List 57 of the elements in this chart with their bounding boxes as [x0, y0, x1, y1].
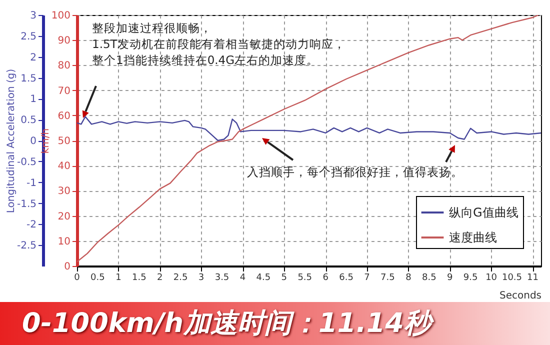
y-tick-label: -0.5: [16, 156, 36, 168]
annotation: 入挡顺手，每个挡都很好挂，值得表扬。: [247, 165, 463, 179]
y2-axis-title: km/h: [40, 128, 52, 154]
y2-tick-label: 90: [58, 36, 70, 47]
x-tick-label: 9.5: [463, 273, 478, 283]
x-tick-label: 1: [116, 273, 122, 283]
x-tick-label: 7.5: [380, 273, 395, 283]
x-tick-label: 6: [322, 273, 329, 283]
y2-tick-label: 80: [58, 60, 70, 72]
y-tick-label: 1: [30, 94, 36, 106]
y-tick-label: -2: [26, 220, 36, 231]
y2-tick-label: 0: [64, 262, 70, 272]
x-tick-label: 10.5: [502, 273, 522, 283]
x-tick-label: 2: [156, 273, 163, 283]
annotation: 整个1挡能持续维持在0.4G左右的加速度。: [92, 53, 319, 67]
y-tick-label: -1: [26, 178, 36, 189]
x-tick-label: 4: [240, 273, 246, 283]
x-tick-label: 10: [486, 273, 498, 283]
line-series: [77, 15, 540, 262]
x-tick-label: 8: [406, 273, 412, 283]
y-tick-label: 1.5: [20, 73, 36, 84]
x-tick-label: 5.5: [298, 273, 312, 283]
x-tick-label: 9: [446, 273, 453, 283]
y-tick-label: 0.5: [20, 115, 36, 126]
x-tick-label: 0: [74, 273, 80, 283]
y-tick-label: -1.5: [16, 198, 36, 210]
legend-label: 速度曲线: [449, 230, 497, 244]
x-tick-label: 11: [526, 273, 538, 283]
x-tick-label: 3: [198, 273, 204, 283]
y2-tick-label: 70: [58, 86, 70, 97]
x-tick-label: 3.5: [214, 273, 230, 283]
y-axis-title: Longitudinal Acceleration (g): [6, 68, 17, 214]
x-tick-label: 7: [364, 273, 370, 283]
y2-tick-label: 10: [58, 236, 70, 248]
y-tick-label: 2: [30, 52, 36, 64]
x-tick-label: 4.5: [256, 273, 271, 283]
x-axis-title: Seconds: [499, 290, 542, 302]
x-tick-label: 5: [281, 273, 288, 283]
y2-tick-label: 30: [58, 186, 70, 198]
y-tick-label: -2.5: [16, 240, 36, 252]
x-tick-label: 0.5: [90, 273, 105, 283]
annotation: 整段加速过程很顺畅，: [92, 21, 212, 35]
x-tick-label: 1.5: [132, 273, 146, 283]
text: 0-100km/h加速时间：11.14秒: [0, 302, 550, 345]
x-tick-label: 8.5: [422, 273, 436, 283]
y-tick-label: 0: [30, 136, 36, 147]
y2-tick-label: 20: [58, 211, 70, 222]
annotation: 1.5T发动机在前段能有着相当敏捷的动力响应，: [92, 37, 346, 51]
y2-tick-label: 40: [58, 161, 70, 172]
x-tick-label: 2.5: [173, 273, 188, 283]
y2-tick-label: 50: [58, 136, 70, 147]
y-tick-label: 2.5: [20, 31, 36, 42]
legend-label: 纵向G值曲线: [449, 206, 518, 220]
y2-tick-label: 60: [58, 110, 70, 122]
x-tick-label: 6.5: [339, 273, 354, 283]
y2-tick-label: 100: [51, 10, 70, 22]
y-tick-label: 3: [30, 10, 36, 22]
